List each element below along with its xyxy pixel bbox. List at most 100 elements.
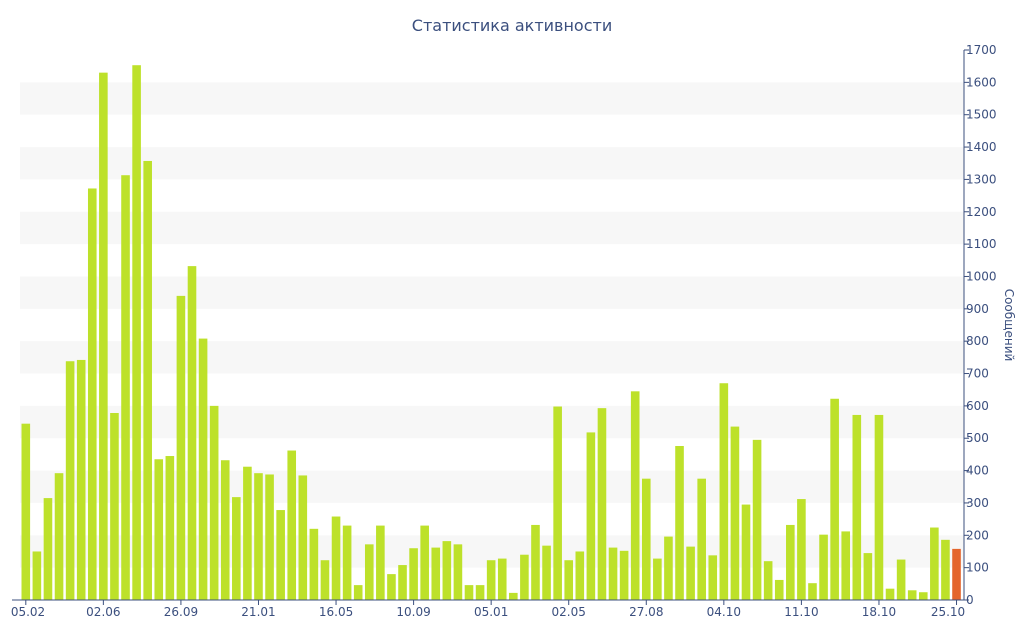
x-tick-label: 02.06	[86, 605, 120, 619]
bar	[243, 466, 252, 600]
bar	[99, 72, 108, 600]
bar	[509, 592, 518, 600]
x-tick-label: 10.09	[396, 605, 430, 619]
bar	[520, 554, 529, 600]
bar	[630, 391, 640, 600]
bar	[531, 524, 540, 600]
bar	[320, 560, 330, 600]
bar	[819, 534, 828, 600]
chart-title: Статистика активности	[412, 16, 612, 35]
y-tick-label: 1200	[966, 205, 997, 219]
y-tick-label: 1700	[966, 43, 997, 57]
bar	[21, 423, 31, 600]
bar	[110, 413, 119, 600]
bar	[708, 555, 718, 600]
x-tick-label: 25.10	[931, 605, 965, 619]
x-tick-label: 04.10	[707, 605, 741, 619]
bar	[475, 585, 485, 600]
bar	[342, 525, 352, 600]
bar	[675, 446, 684, 600]
bar	[276, 510, 285, 600]
bar	[453, 544, 463, 600]
x-tick-label: 05.02	[11, 605, 45, 619]
bar	[686, 546, 695, 600]
grid-band	[20, 147, 964, 180]
bar	[553, 406, 562, 600]
y-tick-label: 1100	[966, 237, 997, 251]
bar	[774, 579, 784, 600]
bar	[431, 547, 441, 600]
y-tick-label: 100	[966, 561, 989, 575]
x-tick-label: 11.10	[784, 605, 818, 619]
bar	[364, 544, 374, 600]
grid-bands	[20, 82, 964, 568]
bar	[287, 450, 297, 600]
y-tick-label: 500	[966, 431, 989, 445]
bar	[165, 456, 175, 600]
y-tick-label: 1600	[966, 75, 997, 89]
y-tick-label: 900	[966, 302, 989, 316]
bar	[121, 175, 130, 600]
bar	[209, 405, 219, 600]
y-tick-label: 1500	[966, 108, 997, 122]
y-tick-label: 1400	[966, 140, 997, 154]
bar	[874, 414, 884, 600]
x-tick-label: 27.08	[629, 605, 663, 619]
x-tick-label: 16.05	[319, 605, 353, 619]
bar	[752, 439, 762, 600]
bar	[420, 525, 429, 600]
y-tick-label: 1300	[966, 172, 997, 186]
bars-group	[21, 65, 961, 600]
y-tick-label: 0	[966, 593, 974, 607]
bar	[464, 585, 474, 600]
bar	[830, 398, 839, 600]
bar	[298, 475, 308, 600]
y-tick-label: 800	[966, 334, 989, 348]
bar	[32, 551, 42, 600]
bar	[763, 561, 773, 600]
bar	[309, 528, 319, 600]
bar	[254, 473, 263, 600]
bar	[398, 565, 407, 600]
bar	[719, 383, 729, 600]
x-tick-label: 21.01	[241, 605, 275, 619]
bar	[564, 560, 574, 600]
bar	[265, 474, 274, 600]
grid-band	[20, 341, 964, 374]
bar	[697, 478, 706, 600]
bar	[586, 432, 596, 600]
bar	[87, 188, 97, 600]
bar	[575, 551, 585, 600]
bar	[43, 498, 53, 600]
bar	[852, 414, 862, 600]
x-tick-label: 05.01	[474, 605, 508, 619]
bar	[442, 541, 452, 600]
bar	[653, 558, 662, 600]
bar	[885, 588, 895, 600]
y-axis-label: Сообщений	[1002, 289, 1016, 362]
bar	[918, 592, 928, 600]
grid-band	[20, 276, 964, 309]
bar	[486, 560, 496, 600]
bar	[597, 408, 607, 600]
bar	[409, 548, 418, 600]
bar	[387, 574, 396, 600]
axes-group: 0 100 200 300 400 500 600 700 800 900 1000 1100 1200…	[11, 43, 997, 619]
y-tick-label: 600	[966, 399, 989, 413]
grid-band	[20, 211, 964, 245]
bar	[232, 497, 241, 600]
x-tick-label: 26.09	[164, 605, 198, 619]
bar	[941, 539, 950, 600]
y-tick-label: 700	[966, 367, 989, 381]
bar	[619, 550, 629, 600]
bar	[952, 548, 961, 600]
bar	[542, 545, 551, 600]
bar	[797, 499, 806, 600]
x-tick-label: 18.10	[862, 605, 896, 619]
bar	[132, 65, 141, 600]
bar	[641, 478, 651, 600]
bar	[76, 359, 86, 600]
bar	[863, 553, 873, 600]
bar	[65, 361, 75, 600]
